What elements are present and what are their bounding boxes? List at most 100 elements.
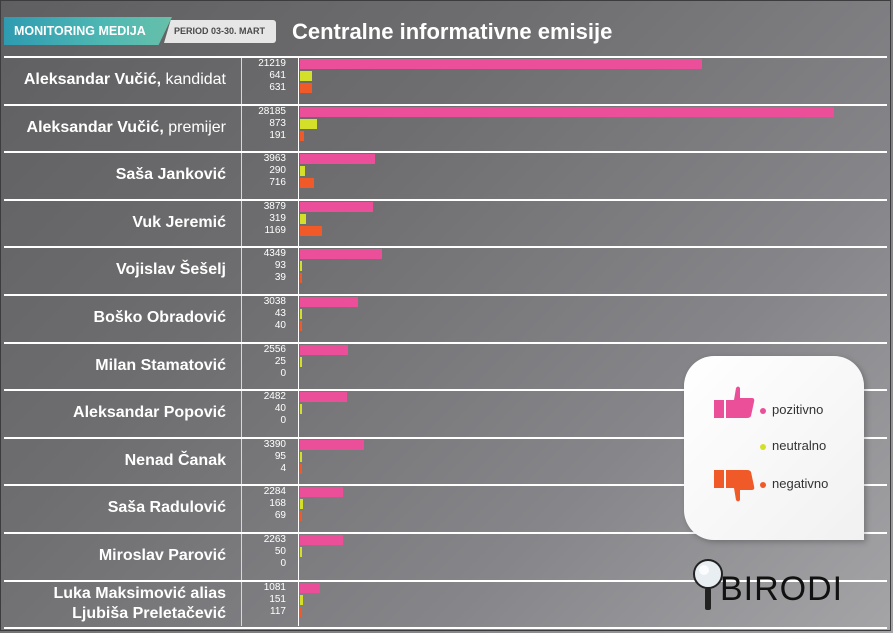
bar-negativno	[300, 511, 302, 522]
value-label-neutralno: 641	[269, 70, 286, 81]
row-separator	[4, 56, 887, 58]
value-label-neutralno: 95	[274, 450, 286, 462]
candidate-name: Boško Obradović	[94, 309, 226, 327]
candidate-name-bold: Aleksandar Popović	[73, 404, 226, 422]
legend-label-pozitivno: pozitivno	[772, 402, 824, 417]
candidate-name-bold: Boško Obradović	[93, 309, 226, 326]
bar-neutralno	[300, 71, 313, 81]
candidate-name-line2: Ljubiša Preletačević	[72, 604, 226, 622]
candidate-name-bold: Nenad Čanak	[124, 451, 226, 469]
value-label-negativno: 4	[280, 462, 286, 474]
value-label-pozitivno: 3963	[263, 153, 286, 165]
legend-dot-pozitivno	[760, 407, 766, 414]
bar-neutralno	[300, 499, 304, 510]
value-label-neutralno: 290	[269, 165, 286, 177]
row-separator	[4, 198, 887, 201]
values-divider	[241, 56, 242, 626]
row-separator	[4, 294, 887, 296]
value-label-pozitivno: 28185	[258, 105, 286, 117]
bar-negativno	[300, 83, 312, 93]
value-label-negativno: 0	[280, 558, 286, 569]
value-label-negativno: 40	[274, 320, 286, 331]
bar-neutralno	[300, 118, 317, 129]
candidate-name: Luka Maksimović alias Ljubiša Preletačevi…	[53, 584, 226, 624]
candidate-name: Aleksandar Popović	[73, 404, 226, 422]
candidate-name-bold: Vojislav Šešelj	[116, 261, 226, 279]
candidate-name: Aleksandar Vučić, kandidat	[24, 71, 226, 89]
period-tag: PERIOD 03-30. MART	[164, 20, 276, 43]
bar-pozitivno	[300, 249, 383, 260]
legend-box	[684, 356, 864, 540]
candidate-name: Aleksandar Vučić, premijer	[27, 119, 226, 137]
candidate-name: Nenad Čanak	[125, 452, 226, 470]
bar-neutralno	[300, 166, 306, 177]
row-separator	[4, 103, 887, 106]
bar-pozitivno	[300, 392, 348, 403]
bar-pozitivno	[300, 439, 365, 450]
candidate-name-bold: Vuk Jeremić	[132, 213, 226, 231]
value-label-neutralno: 50	[274, 546, 286, 557]
value-label-neutralno: 319	[269, 212, 286, 224]
row-separator	[4, 246, 887, 249]
candidate-name-bold: Saša Janković	[115, 166, 226, 184]
candidate-name-bold: Aleksandar Vučić,	[26, 118, 164, 136]
candidate-name: Vuk Jeremić	[132, 214, 226, 232]
bar-neutralno	[300, 547, 302, 557]
value-label-pozitivno: 2263	[263, 534, 286, 545]
bar-pozitivno	[300, 344, 349, 355]
candidate-name: Milan Stamatović	[95, 357, 226, 375]
value-label-negativno: 117	[270, 605, 286, 617]
value-label-pozitivno: 2482	[263, 391, 286, 403]
row-separator	[4, 389, 887, 392]
legend-label-neutralno: neutralno	[772, 438, 827, 453]
bar-neutralno	[300, 356, 302, 367]
legend-item-negativno: negativno	[760, 476, 828, 491]
value-label-neutralno: 93	[274, 260, 286, 272]
bar-negativno	[300, 606, 303, 617]
row-separator	[4, 151, 887, 154]
bar-negativno	[300, 321, 302, 331]
axis-line	[298, 56, 299, 626]
row-separator	[4, 484, 887, 487]
legend-item-pozitivno: pozitivno	[760, 402, 823, 417]
value-label-pozitivno: 3390	[263, 438, 286, 450]
value-label-pozitivno: 2556	[263, 343, 286, 355]
candidate-name: Vojislav Šešelj	[116, 261, 226, 279]
thumbs-up-icon	[714, 386, 755, 418]
bar-pozitivno	[300, 59, 703, 69]
value-label-negativno: 631	[269, 82, 286, 93]
bar-pozitivno	[300, 535, 343, 545]
bar-neutralno	[300, 213, 307, 224]
candidate-name: Miroslav Parović	[99, 547, 226, 565]
bar-neutralno	[300, 261, 302, 272]
value-label-neutralno: 168	[269, 498, 286, 510]
bar-pozitivno	[300, 487, 344, 498]
candidate-name-bold: Saša Radulović	[107, 499, 226, 517]
legend-label-negativno: negativno	[772, 476, 829, 491]
row-separator	[4, 532, 887, 534]
birodi-logo: BIRODI	[720, 570, 844, 608]
value-label-neutralno: 25	[274, 355, 286, 367]
bar-pozitivno	[300, 297, 358, 307]
candidate-name: Saša Radulović	[108, 499, 226, 517]
bar-neutralno	[300, 309, 302, 319]
chart-title: Centralne informativne emisije	[292, 19, 613, 44]
value-label-pozitivno: 3879	[263, 200, 286, 212]
row-separator	[4, 341, 887, 344]
bar-pozitivno	[300, 106, 834, 117]
value-label-pozitivno: 4349	[263, 248, 286, 260]
value-label-negativno: 0	[280, 367, 286, 379]
bar-negativno	[300, 130, 304, 141]
row-separator	[4, 436, 887, 439]
value-label-negativno: 39	[274, 272, 286, 284]
legend-dot-neutralno	[760, 443, 766, 450]
value-label-neutralno: 40	[274, 403, 286, 415]
bar-negativno	[300, 225, 323, 236]
value-label-neutralno: 43	[274, 308, 286, 319]
candidate-name-bold: Miroslav Parović	[98, 547, 226, 564]
value-label-negativno: 1169	[264, 224, 286, 236]
bar-neutralno	[300, 594, 303, 605]
candidate-name-suffix: kandidat	[161, 71, 227, 88]
candidate-name-suffix: premijer	[163, 118, 226, 136]
